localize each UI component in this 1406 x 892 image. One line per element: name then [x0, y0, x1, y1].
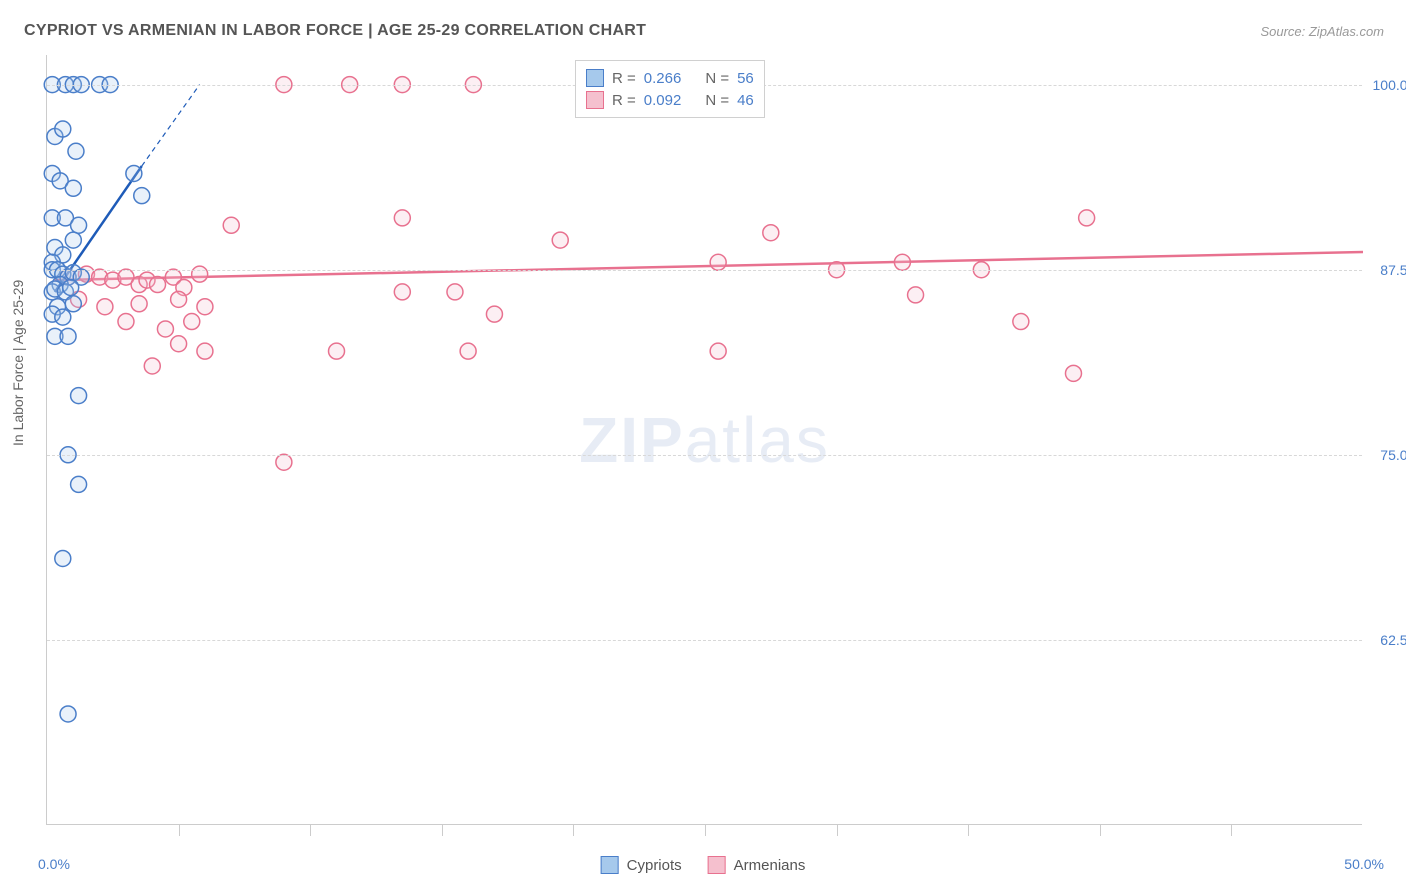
point-armenians [894, 254, 910, 270]
legend-item-armenians: Armenians [708, 856, 806, 874]
point-cypriots [60, 328, 76, 344]
point-armenians [1079, 210, 1095, 226]
point-armenians [131, 296, 147, 312]
ytick-label: 62.5% [1380, 632, 1406, 648]
xtick [310, 824, 311, 836]
point-armenians [1013, 314, 1029, 330]
xtick [573, 824, 574, 836]
plot-svg [47, 55, 1362, 824]
xtick [837, 824, 838, 836]
point-cypriots [134, 188, 150, 204]
ytick-label: 75.0% [1380, 447, 1406, 463]
xtick [442, 824, 443, 836]
point-cypriots [71, 476, 87, 492]
r-value-armenians: 0.092 [644, 92, 682, 109]
n-label: N = [705, 70, 729, 87]
ytick-label: 87.5% [1380, 262, 1406, 278]
point-armenians [197, 299, 213, 315]
point-armenians [171, 291, 187, 307]
bottom-legend: Cypriots Armenians [601, 856, 806, 874]
point-armenians [144, 358, 160, 374]
point-armenians [552, 232, 568, 248]
point-armenians [763, 225, 779, 241]
point-cypriots [68, 143, 84, 159]
gridline [47, 640, 1362, 641]
plot-area: ZIPatlas 62.5%75.0%87.5%100.0% [46, 55, 1362, 825]
point-cypriots [65, 296, 81, 312]
point-armenians [118, 314, 134, 330]
point-armenians [460, 343, 476, 359]
chart-container: CYPRIOT VS ARMENIAN IN LABOR FORCE | AGE… [0, 0, 1406, 892]
ytick-label: 100.0% [1373, 77, 1406, 93]
point-armenians [150, 277, 166, 293]
point-cypriots [55, 309, 71, 325]
point-armenians [192, 266, 208, 282]
xtick [968, 824, 969, 836]
swatch-armenians [586, 91, 604, 109]
r-value-cypriots: 0.266 [644, 70, 682, 87]
legend-label-cypriots: Cypriots [627, 857, 682, 874]
point-armenians [157, 321, 173, 337]
point-cypriots [65, 232, 81, 248]
point-armenians [223, 217, 239, 233]
xtick [1100, 824, 1101, 836]
point-cypriots [55, 121, 71, 137]
point-armenians [276, 454, 292, 470]
point-armenians [394, 284, 410, 300]
chart-title: CYPRIOT VS ARMENIAN IN LABOR FORCE | AGE… [24, 22, 646, 40]
point-cypriots [65, 180, 81, 196]
y-axis-label: In Labor Force | Age 25-29 [10, 280, 26, 446]
point-cypriots [126, 165, 142, 181]
point-armenians [447, 284, 463, 300]
point-cypriots [71, 388, 87, 404]
point-armenians [197, 343, 213, 359]
n-value-cypriots: 56 [737, 70, 754, 87]
trend-line-cypriots-dash [142, 85, 200, 166]
legend-label-armenians: Armenians [734, 857, 806, 874]
n-label: N = [705, 92, 729, 109]
swatch-cypriots-icon [601, 856, 619, 874]
point-armenians [171, 336, 187, 352]
point-armenians [1065, 365, 1081, 381]
legend-item-cypriots: Cypriots [601, 856, 682, 874]
trend-line-armenians [55, 252, 1363, 280]
point-armenians [184, 314, 200, 330]
swatch-cypriots [586, 69, 604, 87]
r-label: R = [612, 92, 636, 109]
legend-stats-row-cypriots: R = 0.266 N = 56 [586, 67, 754, 89]
point-armenians [486, 306, 502, 322]
point-armenians [97, 299, 113, 315]
legend-stats-box: R = 0.266 N = 56 R = 0.092 N = 46 [575, 60, 765, 118]
point-cypriots [63, 279, 79, 295]
swatch-armenians-icon [708, 856, 726, 874]
r-label: R = [612, 70, 636, 87]
n-value-armenians: 46 [737, 92, 754, 109]
point-armenians [329, 343, 345, 359]
point-cypriots [55, 550, 71, 566]
source-attribution: Source: ZipAtlas.com [1260, 24, 1384, 39]
xtick [705, 824, 706, 836]
point-cypriots [60, 706, 76, 722]
x-max-label: 50.0% [1344, 856, 1384, 872]
point-armenians [394, 210, 410, 226]
point-armenians [710, 343, 726, 359]
xtick [179, 824, 180, 836]
point-armenians [710, 254, 726, 270]
xtick [1231, 824, 1232, 836]
legend-stats-row-armenians: R = 0.092 N = 46 [586, 89, 754, 111]
gridline [47, 270, 1362, 271]
x-min-label: 0.0% [38, 856, 70, 872]
gridline [47, 455, 1362, 456]
point-armenians [908, 287, 924, 303]
point-cypriots [71, 217, 87, 233]
